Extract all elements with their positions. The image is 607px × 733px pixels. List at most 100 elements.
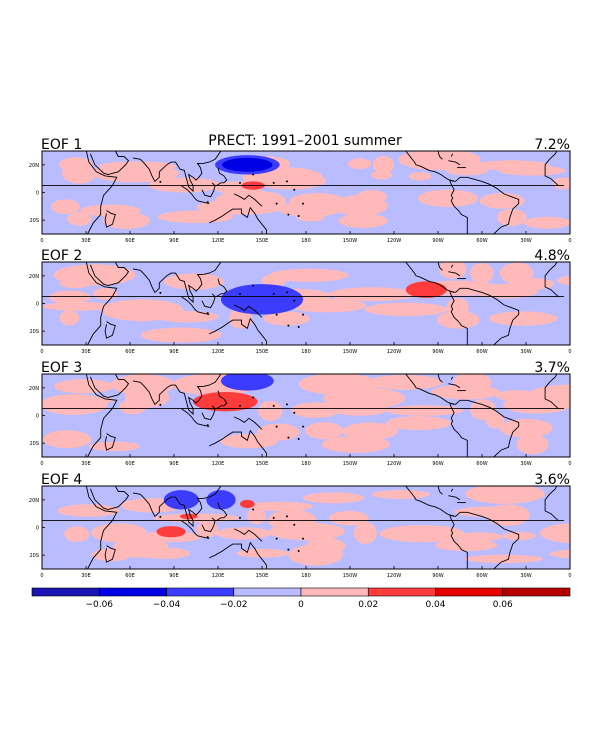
field-blotch bbox=[332, 195, 388, 217]
field-blotch bbox=[263, 311, 310, 326]
island bbox=[285, 180, 288, 183]
negative-anomaly-core bbox=[222, 157, 273, 172]
coastline bbox=[437, 374, 443, 383]
y-tick-label: 0 bbox=[36, 526, 39, 532]
x-tick-label: 30W bbox=[520, 349, 531, 355]
coastline bbox=[104, 545, 116, 563]
positive-anomaly bbox=[405, 281, 447, 298]
colorbar-tick-label: 0 bbox=[298, 600, 304, 610]
island bbox=[252, 396, 255, 399]
field-blotch bbox=[288, 544, 343, 566]
y-tick-label: 20N bbox=[29, 274, 39, 280]
field-blotch bbox=[258, 400, 283, 421]
island bbox=[239, 404, 241, 407]
x-tick-label: 0 bbox=[40, 238, 43, 244]
field-blotch bbox=[485, 504, 530, 526]
variance-label: 3.6% bbox=[534, 472, 570, 488]
x-tick-label: 90W bbox=[432, 573, 443, 579]
coastline bbox=[209, 429, 267, 457]
coastline bbox=[181, 185, 198, 202]
coastline bbox=[233, 304, 263, 318]
field-blotch bbox=[499, 418, 553, 438]
y-tick-label: 20S bbox=[29, 441, 39, 447]
x-tick-label: 180 bbox=[301, 573, 311, 579]
field-blotch bbox=[91, 548, 132, 562]
x-tick-label: 0 bbox=[568, 349, 571, 355]
y-tick-label: 20N bbox=[29, 163, 39, 169]
island bbox=[285, 291, 288, 294]
island bbox=[287, 324, 290, 327]
island bbox=[206, 201, 209, 204]
field-blotch bbox=[255, 171, 326, 190]
field-blotch bbox=[302, 492, 365, 504]
x-tick-label: 60W bbox=[476, 461, 487, 467]
field-blotch bbox=[473, 283, 538, 299]
colorbar-tick-label: −0.02 bbox=[220, 600, 248, 610]
coastline bbox=[181, 408, 198, 425]
colorbar-tick-label: 0.06 bbox=[493, 600, 513, 610]
y-tick-label: 20S bbox=[29, 329, 39, 335]
field-blotch bbox=[156, 311, 219, 323]
x-tick-label: 0 bbox=[568, 238, 571, 244]
field-blotch bbox=[371, 490, 430, 499]
island bbox=[252, 284, 255, 287]
colorbar-swatch bbox=[166, 587, 235, 597]
island bbox=[206, 312, 209, 315]
coastline bbox=[42, 394, 565, 410]
x-tick-label: 150W bbox=[343, 461, 358, 467]
coastline bbox=[450, 153, 454, 157]
coastline bbox=[42, 282, 565, 298]
field-blotch bbox=[438, 262, 467, 279]
island bbox=[287, 436, 290, 439]
field-blotch bbox=[338, 213, 388, 228]
coastline bbox=[544, 486, 558, 507]
variance-label: 7.2% bbox=[534, 137, 570, 153]
coastline bbox=[89, 486, 130, 510]
coastline bbox=[85, 374, 118, 457]
y-tick-label: 20N bbox=[29, 386, 39, 392]
field-blotch bbox=[51, 199, 80, 215]
field-blotch bbox=[556, 275, 570, 286]
x-tick-label: 150E bbox=[256, 461, 269, 467]
coastline bbox=[89, 151, 130, 175]
coastline bbox=[448, 160, 461, 166]
field-layer bbox=[42, 374, 570, 457]
island bbox=[302, 537, 305, 540]
x-tick-label: 30E bbox=[81, 349, 91, 355]
colorbar-swatch bbox=[367, 587, 436, 597]
x-tick-label: 120E bbox=[212, 573, 225, 579]
x-tick-label: 150E bbox=[256, 573, 269, 579]
field-blotch bbox=[196, 199, 284, 215]
coastline bbox=[216, 167, 228, 186]
y-tick-label: 20N bbox=[29, 498, 39, 504]
x-tick-label: 60E bbox=[125, 238, 135, 244]
field-blotch bbox=[43, 301, 113, 311]
field-blotch bbox=[228, 308, 253, 329]
colorbar-swatch bbox=[98, 587, 167, 597]
coastline bbox=[132, 262, 222, 304]
y-tick-label: 0 bbox=[36, 191, 39, 197]
coastline bbox=[197, 200, 210, 205]
island bbox=[275, 537, 278, 540]
island bbox=[272, 292, 275, 295]
island bbox=[206, 536, 209, 539]
field-blotch bbox=[48, 290, 91, 304]
coastline bbox=[132, 374, 222, 416]
field-blotch bbox=[88, 441, 141, 452]
coastline bbox=[233, 416, 263, 430]
x-tick-label: 150W bbox=[343, 349, 358, 355]
coastlines bbox=[42, 262, 565, 345]
coastline bbox=[42, 171, 565, 187]
island bbox=[293, 188, 296, 191]
chart-title: PRECT: 1991–2001 summer bbox=[208, 133, 402, 149]
coastline bbox=[181, 296, 198, 313]
island bbox=[272, 404, 275, 407]
x-tick-label: 60E bbox=[125, 573, 135, 579]
coastline bbox=[197, 535, 210, 540]
x-tick-label: 30E bbox=[81, 461, 91, 467]
field-layer bbox=[42, 262, 570, 345]
island bbox=[275, 313, 278, 316]
x-tick-label: 120E bbox=[212, 461, 225, 467]
y-tick-label: 0 bbox=[36, 414, 39, 420]
eof-panel-1: 0 30E 60E 90E 120E 150E 180 150W 120W 90W 60W 30W 0 2… bbox=[29, 137, 572, 244]
